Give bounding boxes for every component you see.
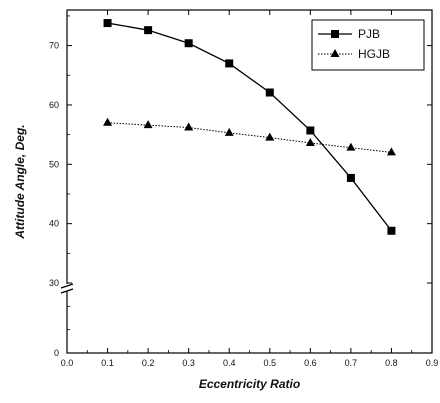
y-tick-label: 50 <box>49 159 59 169</box>
data-point-hgjb <box>265 132 275 141</box>
data-point-hgjb <box>305 137 315 146</box>
y-tick-label: 60 <box>49 100 59 110</box>
data-point-hgjb <box>103 117 113 126</box>
axis-break-mark <box>60 288 74 294</box>
data-point-hgjb <box>184 122 194 131</box>
data-point-pjb <box>265 88 274 97</box>
x-axis-ticks: 0.0 0.1 0.2 0.3 0.4 0.5 0.6 0.7 0.8 0.9 <box>61 10 439 368</box>
x-tick-label: 0.6 <box>304 358 317 368</box>
x-tick-label: 0.4 <box>223 358 236 368</box>
y-axis-break <box>60 283 74 294</box>
legend-label-pjb: PJB <box>358 27 380 41</box>
y-tick-label: 30 <box>49 278 59 288</box>
y-tick-label: 0 <box>54 348 59 358</box>
x-tick-label: 0.0 <box>61 358 74 368</box>
axis-break-mark <box>60 283 74 289</box>
axis-break-gap <box>64 284 70 291</box>
data-point-pjb <box>387 226 396 235</box>
data-point-pjb <box>346 173 355 182</box>
legend-marker-hgjb <box>330 49 340 57</box>
data-point-hgjb <box>224 127 234 136</box>
legend-box <box>311 19 425 71</box>
data-point-pjb <box>225 59 234 68</box>
legend-label-hgjb: HGJB <box>358 47 390 61</box>
y-tick-label: 40 <box>49 219 59 229</box>
x-tick-label: 0.2 <box>142 358 155 368</box>
x-axis-label: Eccentricity Ratio <box>199 377 300 391</box>
x-tick-label: 0.1 <box>101 358 114 368</box>
x-tick-label: 0.3 <box>182 358 195 368</box>
legend: PJB HGJB <box>311 19 425 71</box>
series-line-hgjb <box>107 122 392 153</box>
y-axis-ticks: 0 30 40 50 60 70 <box>49 15 432 358</box>
y-axis-label: Attitude Angle, Deg. <box>13 124 27 239</box>
data-point-pjb <box>144 26 153 35</box>
x-tick-label: 0.8 <box>385 358 398 368</box>
x-tick-label: 0.7 <box>345 358 358 368</box>
series-line-pjb <box>107 22 392 232</box>
data-point-hgjb <box>143 120 153 129</box>
data-point-pjb <box>184 39 193 48</box>
x-tick-label: 0.5 <box>264 358 277 368</box>
y-tick-label: 70 <box>49 41 59 51</box>
data-point-hgjb <box>346 142 356 151</box>
x-tick-label: 0.9 <box>426 358 439 368</box>
data-point-hgjb <box>386 147 396 156</box>
data-point-pjb <box>103 19 112 28</box>
data-point-pjb <box>306 126 315 135</box>
series-layer <box>103 19 396 235</box>
legend-marker-pjb <box>331 30 339 38</box>
